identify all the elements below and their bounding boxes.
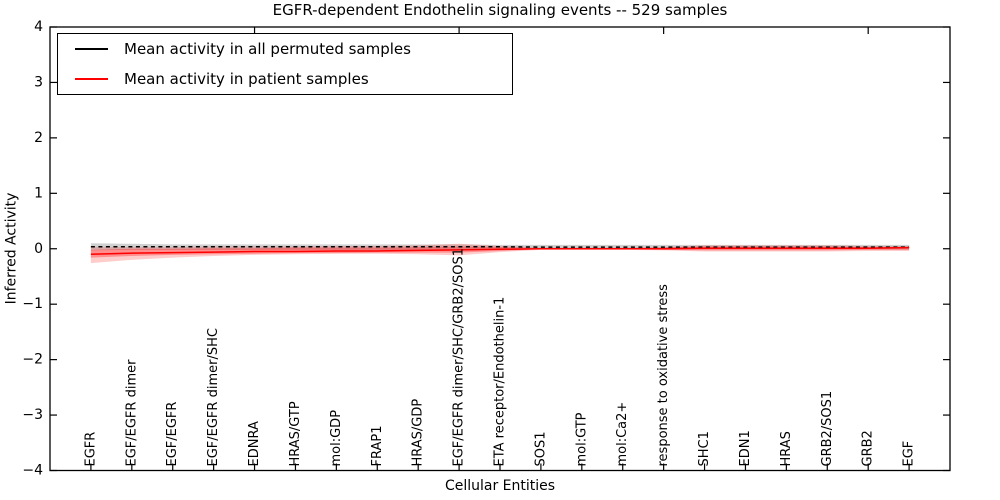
legend-line-sample-permuted <box>75 48 108 51</box>
y-tick-label: 1 <box>34 185 43 201</box>
patient-band-inner <box>90 246 910 258</box>
series-line-patient <box>90 246 910 256</box>
y-tick-label: 2 <box>34 130 43 146</box>
y-axis-label: Inferred Activity <box>3 192 20 305</box>
axes-frame <box>49 26 951 472</box>
y-tick-label: 4 <box>34 19 43 35</box>
x-category-label: GRB2 <box>861 430 876 466</box>
legend-line-sample-patient <box>75 77 108 80</box>
x-category-label: EGF <box>902 441 917 467</box>
x-category-label: EGF/EGFR <box>165 402 180 467</box>
y-tick-label: −4 <box>22 463 43 479</box>
x-category-label: EGF/EGFR dimer/SHC <box>206 328 221 466</box>
x-category-label: EGF/EGFR dimer <box>124 359 139 467</box>
legend-label-permuted: Mean activity in all permuted samples <box>124 40 411 59</box>
x-category-label: HRAS/GDP <box>411 399 426 467</box>
y-tick-label: 0 <box>34 241 43 257</box>
x-category-label: HRAS <box>779 431 794 466</box>
x-category-label: EGFR <box>83 432 98 467</box>
x-category-label: GRB2/SOS1 <box>820 391 835 467</box>
x-category-label: mol:GTP <box>574 412 589 466</box>
chart-title: EGFR-dependent Endothelin signaling even… <box>272 1 728 19</box>
legend-label-patient: Mean activity in patient samples <box>124 69 369 88</box>
legend-row-patient: Mean activity in patient samples <box>58 65 512 93</box>
x-category-label: HRAS/GTP <box>288 401 303 466</box>
x-category-label: SHC1 <box>697 431 712 466</box>
y-tick-label: −2 <box>22 352 43 368</box>
x-category-label: response to oxidative stress <box>656 284 671 467</box>
x-category-label: EDN1 <box>738 430 753 466</box>
x-category-label: FRAP1 <box>370 426 385 467</box>
x-category-label: mol:Ca2+ <box>615 402 630 467</box>
x-category-label: EDNRA <box>247 421 262 466</box>
x-category-label: SOS1 <box>533 431 548 466</box>
x-axis-label: Cellular Entities <box>444 478 556 494</box>
legend-box: Mean activity in all permuted samples Me… <box>57 33 513 95</box>
y-tick-label: 3 <box>34 74 43 90</box>
x-category-label: mol:GDP <box>329 410 344 467</box>
x-category-label: ETA receptor/Endothelin-1 <box>493 297 508 467</box>
legend-row-permuted: Mean activity in all permuted samples <box>58 35 512 63</box>
y-tick-label: −1 <box>22 296 43 312</box>
y-tick-label: −3 <box>22 407 43 423</box>
x-category-label: EGF/EGFR dimer/SHC/GRB2/SOS1 <box>452 248 467 467</box>
